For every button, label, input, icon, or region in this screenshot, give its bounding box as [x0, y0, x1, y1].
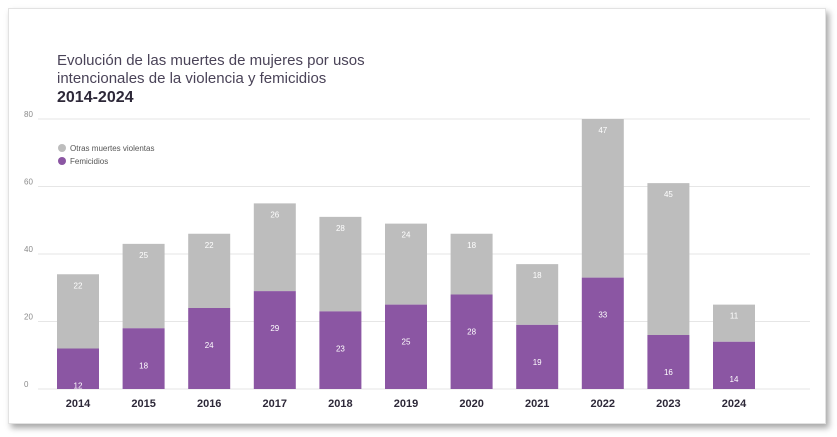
x-tick-label: 2021	[525, 398, 549, 410]
x-tick-label: 2017	[263, 398, 287, 410]
data-label-femicidios: 19	[533, 358, 542, 367]
bar-otras-2019	[385, 223, 427, 305]
y-tick-label: 40	[24, 245, 33, 254]
bar-otras-2018	[319, 216, 362, 312]
bar-otras-2014	[57, 274, 99, 349]
bar-otras-2024	[713, 304, 755, 342]
chart-title: Evolución de las muertes de mujeres por …	[57, 52, 365, 108]
data-label-otras: 11	[730, 312, 739, 321]
data-label-otras: 24	[402, 231, 411, 240]
chart-title-line-2: intencionales de la violencia y femicidi…	[57, 70, 327, 87]
legend-label-otras: Otras muertes violentas	[70, 144, 154, 153]
y-tick-label: 80	[24, 110, 33, 119]
data-label-otras: 45	[664, 190, 673, 199]
bar-femicidios-2018	[319, 311, 362, 389]
data-label-otras: 22	[74, 281, 83, 290]
bar-femicidios-2020	[450, 294, 493, 389]
bar-otras-2015	[122, 243, 165, 329]
data-label-femicidios: 29	[270, 324, 279, 333]
bar-otras-2020	[450, 233, 493, 295]
bar-otras-2017	[253, 203, 296, 292]
bar-femicidios-2017	[253, 291, 296, 389]
bar-femicidios-2015	[122, 328, 165, 389]
bar-otras-2016	[188, 233, 231, 308]
x-tick-label: 2023	[656, 398, 680, 410]
x-tick-label: 2024	[722, 398, 747, 410]
x-tick-label: 2016	[197, 398, 221, 410]
x-tick-label: 2015	[131, 398, 155, 410]
data-label-femicidios: 28	[467, 328, 476, 337]
legend-label-femicidios: Femicidios	[70, 157, 108, 166]
x-tick-label: 2020	[459, 398, 483, 410]
data-label-otras: 22	[205, 241, 214, 250]
data-label-otras: 18	[533, 271, 542, 280]
bar-otras-2021	[516, 264, 559, 325]
bar-femicidios-2014	[57, 348, 99, 389]
data-label-femicidios: 16	[664, 368, 673, 377]
x-tick-label: 2014	[66, 398, 91, 410]
legend-swatch-femicidios	[58, 157, 66, 165]
data-label-otras: 26	[270, 210, 279, 219]
data-label-femicidios: 23	[336, 344, 345, 353]
bar-femicidios-2021	[516, 324, 559, 389]
x-tick-label: 2022	[591, 398, 615, 410]
data-label-otras: 18	[467, 241, 476, 250]
y-tick-label: 60	[24, 178, 33, 187]
data-label-femicidios: 14	[730, 375, 739, 384]
data-label-femicidios: 33	[598, 311, 607, 320]
chart-title-years: 2014-2024	[57, 89, 134, 106]
bar-femicidios-2024	[713, 341, 755, 389]
legend-swatch-otras	[58, 144, 66, 152]
data-label-femicidios: 18	[139, 361, 148, 370]
bar-femicidios-2023	[647, 335, 690, 389]
chart-title-line-1: Evolución de las muertes de mujeres por …	[57, 52, 365, 69]
bar-femicidios-2016	[188, 308, 231, 389]
bar-femicidios-2022	[581, 277, 624, 389]
y-tick-label: 0	[24, 380, 29, 389]
data-label-otras: 47	[598, 126, 607, 135]
data-label-femicidios: 24	[205, 341, 214, 350]
data-label-otras: 25	[139, 251, 148, 260]
data-label-femicidios: 12	[74, 382, 83, 391]
x-tick-label: 2018	[328, 398, 352, 410]
y-tick-label: 20	[24, 313, 33, 322]
data-label-femicidios: 25	[402, 338, 411, 347]
x-tick-label: 2019	[394, 398, 418, 410]
bar-femicidios-2019	[385, 304, 427, 389]
bar-otras-2022	[581, 119, 624, 278]
data-label-otras: 28	[336, 224, 345, 233]
bar-otras-2023	[647, 183, 690, 335]
